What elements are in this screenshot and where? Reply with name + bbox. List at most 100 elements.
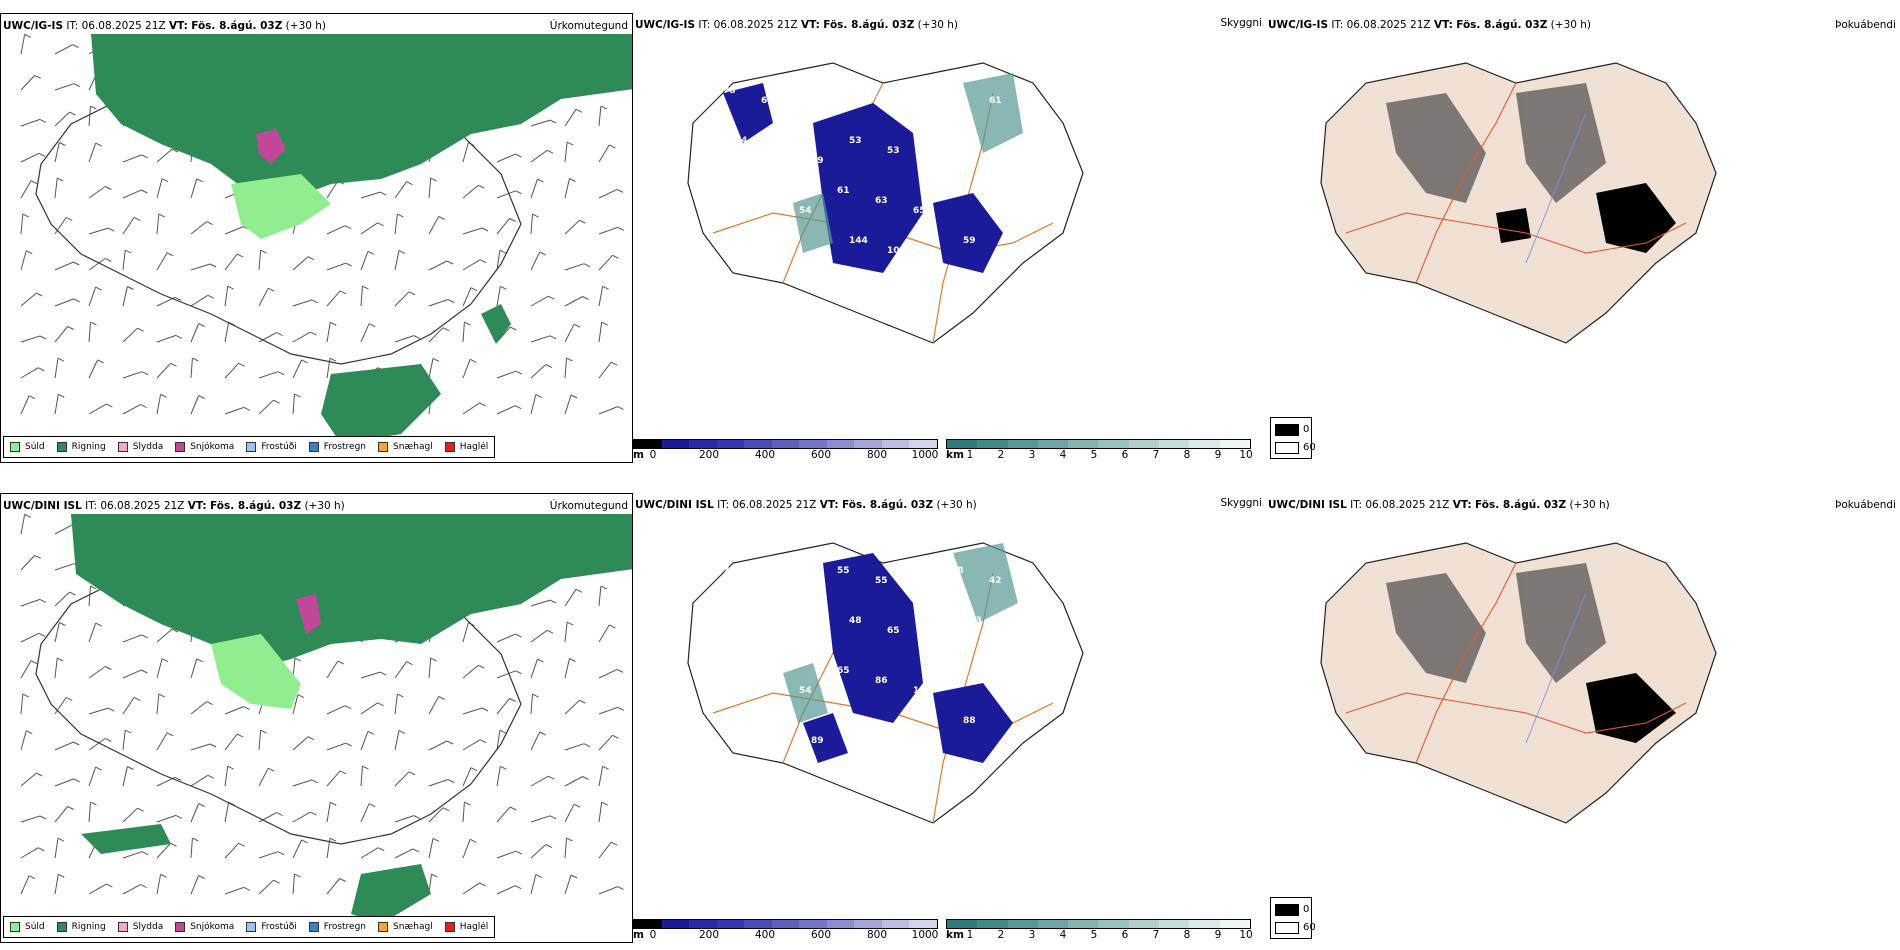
wind-barb-feather: [160, 393, 167, 398]
wind-barb: [122, 884, 141, 895]
legend-item: Haglél: [444, 442, 488, 452]
roads: [1345, 82, 1687, 284]
wind-barb-feather: [566, 621, 574, 626]
wind-barb-feather: [500, 765, 507, 770]
wind-barb-feather: [260, 249, 267, 254]
wind-barb-feather: [499, 729, 507, 734]
wind-barb: [54, 178, 58, 199]
wind-barb-feather: [171, 628, 179, 633]
rain-area: [71, 514, 632, 669]
wind-barb-feather: [368, 803, 376, 808]
cloud-base-label: 103: [963, 616, 982, 626]
wind-barb-feather: [161, 178, 169, 183]
iceland-outline: [687, 542, 1084, 824]
colorbar-cell: [661, 440, 690, 448]
wind-barb: [54, 111, 70, 127]
low-cloud-areas: [723, 83, 1003, 273]
wind-barb-feather: [141, 189, 148, 194]
wind-barb: [394, 730, 400, 751]
precip-type-legend: Súld Rigning Slydda Snjókoma Frostúði Fr…: [3, 436, 496, 458]
wind-barb-feather: [500, 285, 507, 290]
wind-barb-feather: [515, 153, 522, 158]
wind-barb: [360, 803, 370, 823]
wind-barb-feather: [277, 851, 285, 856]
wind-barb-feather: [277, 371, 285, 376]
wind-barb-feather: [301, 839, 308, 844]
wind-barb-feather: [583, 263, 591, 268]
snow-area: [296, 594, 321, 634]
colorbar-cell: [634, 440, 662, 448]
wind-barb: [360, 702, 378, 715]
wind-barb: [224, 286, 229, 307]
wind-barb: [190, 221, 208, 235]
colorbar-cell: [1219, 920, 1250, 928]
wind-barb: [496, 250, 501, 271]
wind-barb-feather: [447, 299, 455, 303]
wind-barb-feather: [535, 394, 543, 399]
wind-barb: [54, 83, 75, 91]
wind-barb: [20, 730, 27, 751]
cloud-base-label: 54: [799, 686, 812, 696]
wind-barb: [258, 250, 262, 271]
wind-barb: [326, 322, 331, 343]
wind-barb: [54, 778, 74, 787]
wind-barb-feather: [209, 743, 217, 748]
wind-barb-feather: [243, 886, 251, 891]
wind-barb-feather: [432, 357, 440, 362]
wind-barb-feather: [509, 218, 516, 222]
cloud-base-label: 55: [837, 566, 850, 576]
fog-panel-top: UWC/IG-IS IT: 06.08.2025 21Z VT: Fös. 8.…: [1266, 13, 1900, 463]
colorbar-cell: [1037, 440, 1069, 448]
wind-barb-feather: [105, 257, 112, 262]
wind-barb: [394, 661, 408, 679]
wind-barb: [428, 216, 440, 235]
wind-barb: [360, 766, 363, 787]
wind-barb-feather: [617, 706, 625, 711]
wind-barb-feather: [479, 882, 486, 887]
wind-barb: [258, 332, 277, 343]
wind-barb: [462, 227, 483, 235]
wind-barb: [462, 259, 481, 271]
wind-barb: [394, 848, 414, 859]
colorbar-cell: [1037, 920, 1069, 928]
wind-barb-feather: [408, 291, 416, 296]
wind-barb: [428, 779, 449, 787]
wind-barb-feather: [413, 815, 421, 820]
variable-label: Þokuábendi: [1835, 499, 1896, 511]
cloud-base-label: 169: [1027, 686, 1046, 696]
cloud-base-label: 52: [1039, 636, 1052, 646]
wind-barb-feather: [479, 259, 487, 264]
panel-title: UWC/IG-IS IT: 06.08.2025 21Z VT: Fös. 8.…: [3, 20, 327, 32]
cloud-base-label: 66: [1027, 106, 1040, 116]
cloud-base-label: 111: [925, 256, 944, 266]
wind-barb: [564, 219, 580, 235]
wind-barb: [156, 842, 171, 859]
wind-barb: [156, 394, 162, 415]
wind-barb: [598, 144, 610, 163]
wind-barb-feather: [243, 706, 250, 711]
wind-barb-feather: [582, 296, 589, 300]
wind-barb: [20, 152, 40, 163]
visibility-areas: [793, 73, 1023, 253]
wind-barb-feather: [311, 299, 319, 304]
wind-barb-feather: [549, 815, 557, 820]
wind-barb: [530, 364, 547, 379]
wind-barb-feather: [570, 874, 578, 879]
wind-barb: [496, 670, 516, 679]
colorbar-cell: [881, 920, 910, 928]
drizzle-area: [211, 634, 301, 709]
wind-barb-feather: [105, 186, 112, 190]
wind-barb: [54, 394, 59, 415]
wind-barb: [360, 251, 369, 271]
wind-barb: [564, 589, 577, 607]
cloud-map: 78 64 51 86 31 46 89 61 66 64 42 39 53 53 74 50 79 54 48 45…: [687, 62, 1084, 344]
wind-barb: [190, 178, 198, 199]
wind-barb: [54, 741, 74, 751]
wind-barb: [428, 658, 432, 679]
wind-barb-feather: [24, 513, 31, 518]
wind-barb-feather: [413, 335, 421, 340]
cloud-base-label: 61: [989, 96, 1002, 106]
cloud-base-label: 76: [723, 566, 736, 576]
wind-barb: [598, 286, 604, 307]
wind-barb-feather: [310, 811, 317, 816]
